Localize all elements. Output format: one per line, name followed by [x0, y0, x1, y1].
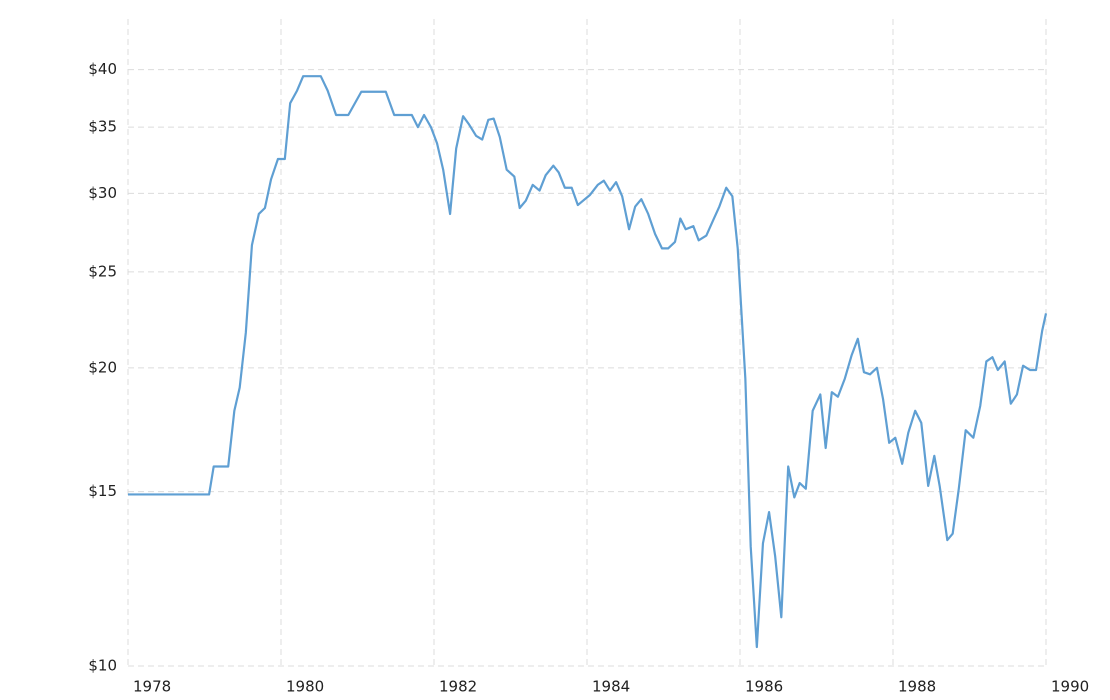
y-tick-label: $25: [88, 262, 117, 280]
x-tick-label: 1986: [745, 678, 783, 696]
price-line: [128, 75, 1048, 649]
y-tick-label: $15: [88, 482, 117, 500]
x-tick-label: 1990: [1051, 678, 1089, 696]
y-tick-label: $40: [88, 60, 117, 78]
y-tick-label: $10: [88, 657, 117, 675]
y-tick-label: $30: [88, 184, 117, 202]
x-tick-label: 1984: [592, 678, 630, 696]
x-tick-label: 1978: [133, 678, 171, 696]
x-tick-label: 1980: [286, 678, 324, 696]
y-tick-label: $20: [88, 358, 117, 376]
x-tick-label: 1982: [439, 678, 477, 696]
x-tick-label: 1988: [898, 678, 936, 696]
y-tick-label: $35: [88, 118, 117, 136]
